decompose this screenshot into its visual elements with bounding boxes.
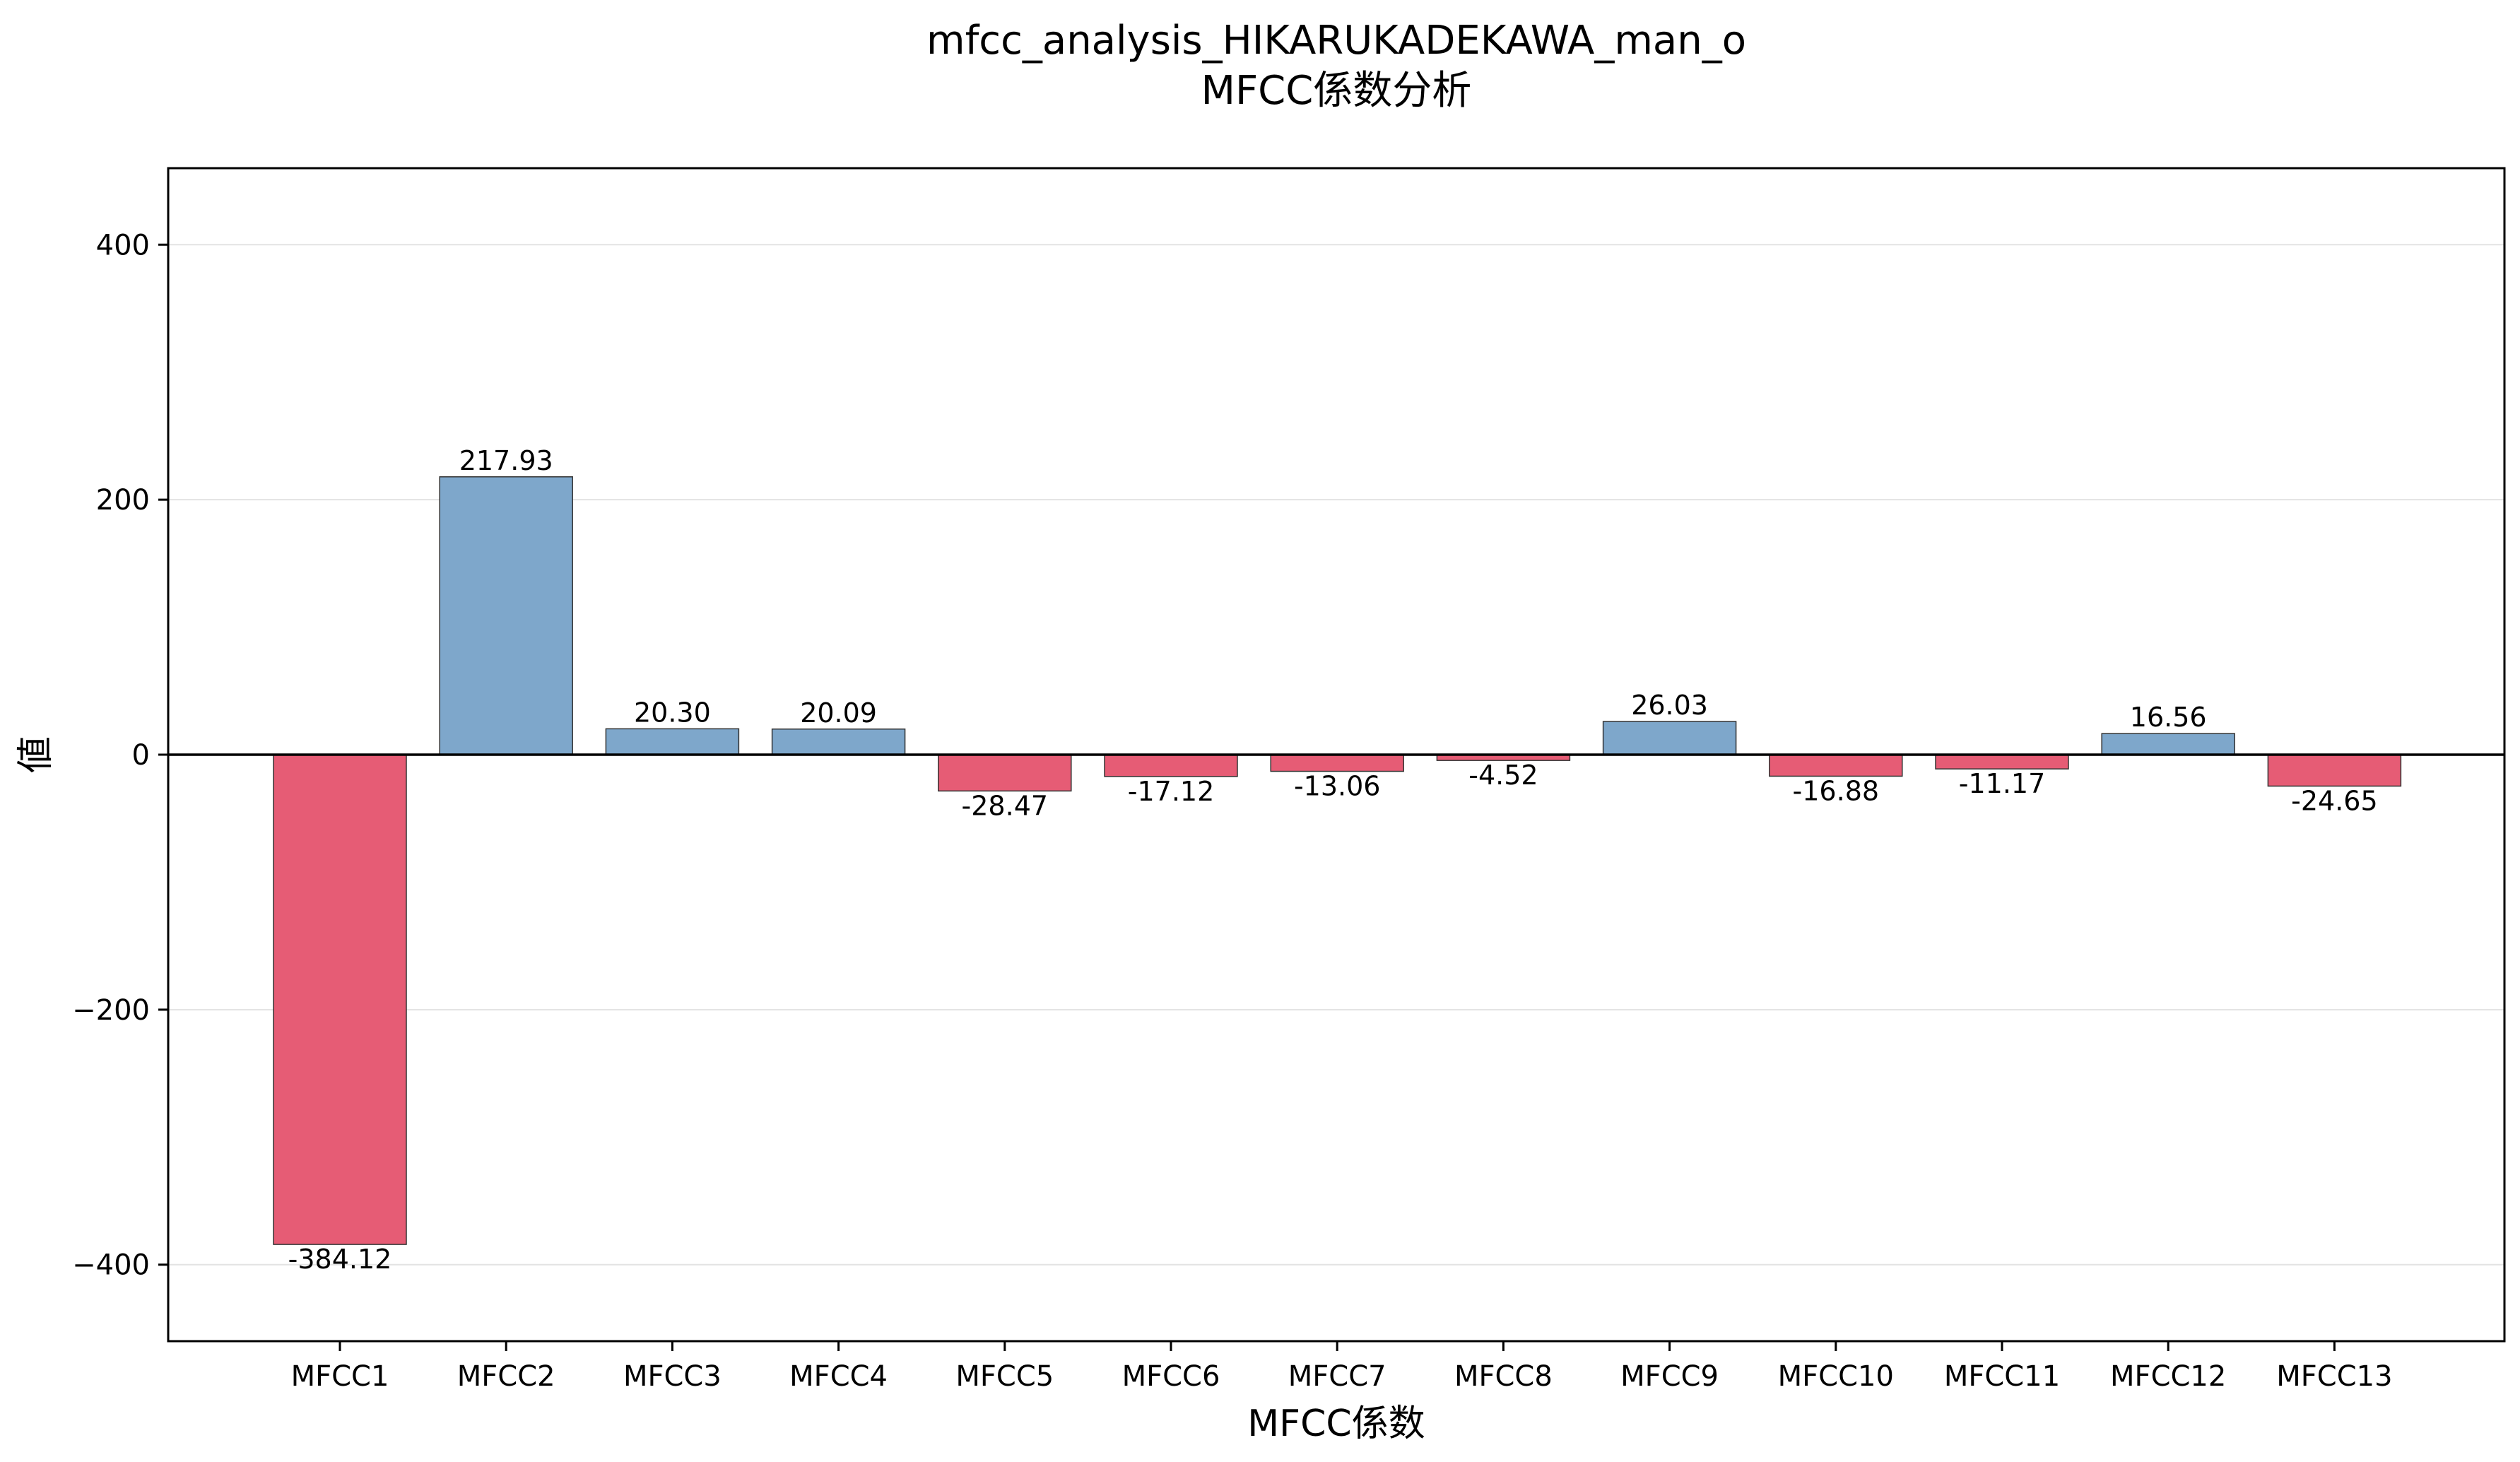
bar [1104, 754, 1238, 777]
x-tick-label: MFCC1 [291, 1360, 389, 1393]
x-tick-label: MFCC3 [623, 1360, 722, 1393]
x-tick-label: MFCC5 [955, 1360, 1054, 1393]
plot-frame [167, 167, 2506, 1343]
x-tick-label: MFCC6 [1122, 1360, 1220, 1393]
bar [1935, 754, 2069, 770]
y-tick-label: −400 [72, 1249, 150, 1282]
bar [1602, 721, 1737, 755]
bar [2101, 733, 2235, 755]
chart-subtitle: MFCC係数分析 [1201, 68, 1472, 114]
x-tick-label: MFCC2 [457, 1360, 555, 1393]
data-label: -13.06 [1294, 771, 1381, 802]
data-label: 20.30 [634, 697, 711, 728]
data-label: -4.52 [1468, 760, 1538, 791]
axis-ticks: −400 −200 0 200 400 MFCC1 MFCC2 MFCC3 MFCC4 MFCC5… [72, 229, 2392, 1393]
y-tick-label: 0 [132, 739, 150, 772]
bar [605, 728, 740, 755]
bar [2267, 754, 2402, 787]
data-label: 20.09 [800, 697, 877, 729]
y-tick-label: 200 [96, 484, 150, 517]
x-tick-label: MFCC7 [1288, 1360, 1386, 1393]
x-tick-label: MFCC11 [1944, 1360, 2060, 1393]
x-tick-label: MFCC8 [1454, 1360, 1553, 1393]
x-tick-label: MFCC10 [1778, 1360, 1894, 1393]
bar [1769, 754, 1903, 777]
data-label: -24.65 [2291, 785, 2378, 816]
y-tick-label: 400 [96, 229, 150, 261]
data-label: 26.03 [1631, 690, 1708, 721]
bar [273, 754, 407, 1245]
data-label: -11.17 [1959, 768, 2046, 799]
bars [273, 476, 2402, 1245]
x-tick-label: MFCC12 [2110, 1360, 2226, 1393]
data-label: -384.12 [288, 1244, 392, 1275]
x-tick-label: MFCC13 [2276, 1360, 2392, 1393]
y-tick-label: −200 [72, 994, 150, 1027]
data-label: -16.88 [1793, 775, 1880, 806]
bar [938, 754, 1072, 792]
data-labels: -384.12 217.93 20.30 20.09 -28.47 -17.12 -13.0… [288, 445, 2378, 1275]
x-tick-label: MFCC9 [1620, 1360, 1719, 1393]
data-label: 16.56 [2130, 702, 2207, 733]
chart-title: mfcc_analysis_HIKARUKADEKAWA_man_o [926, 18, 1746, 64]
bar [771, 729, 906, 755]
data-label: 217.93 [459, 445, 553, 476]
bar [439, 476, 573, 755]
x-tick-label: MFCC4 [789, 1360, 888, 1393]
data-label: -28.47 [962, 790, 1049, 821]
y-axis-label: 値 [15, 736, 57, 773]
bar [1270, 754, 1404, 772]
x-axis-label: MFCC係数 [1247, 1403, 1425, 1445]
data-label: -17.12 [1128, 776, 1215, 807]
